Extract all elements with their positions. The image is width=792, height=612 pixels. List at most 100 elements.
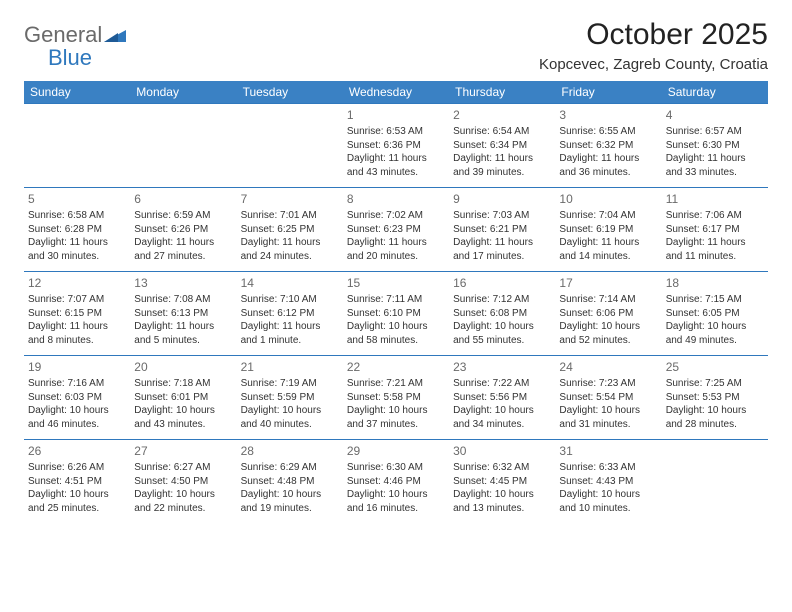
daylight-text: and 30 minutes. [28,250,126,264]
sunrise-text: Sunrise: 7:01 AM [241,209,339,223]
daylight-text: Daylight: 11 hours [666,152,764,166]
day-number: 24 [559,359,657,375]
sunrise-text: Sunrise: 7:04 AM [559,209,657,223]
daylight-text: Daylight: 10 hours [666,320,764,334]
sunset-text: Sunset: 5:53 PM [666,391,764,405]
sunrise-text: Sunrise: 7:14 AM [559,293,657,307]
daylight-text: Daylight: 10 hours [559,404,657,418]
calendar-cell [237,104,343,188]
sunrise-text: Sunrise: 6:53 AM [347,125,445,139]
sunset-text: Sunset: 4:51 PM [28,475,126,489]
day-number: 16 [453,275,551,291]
daylight-text: and 16 minutes. [347,502,445,516]
sunrise-text: Sunrise: 7:23 AM [559,377,657,391]
daylight-text: Daylight: 10 hours [453,320,551,334]
day-number: 20 [134,359,232,375]
sunrise-text: Sunrise: 7:25 AM [666,377,764,391]
calendar-cell: 19Sunrise: 7:16 AMSunset: 6:03 PMDayligh… [24,356,130,440]
sunrise-text: Sunrise: 7:02 AM [347,209,445,223]
sunset-text: Sunset: 4:50 PM [134,475,232,489]
sunrise-text: Sunrise: 7:21 AM [347,377,445,391]
daylight-text: Daylight: 11 hours [559,152,657,166]
logo: General Blue [24,18,126,70]
calendar-week-row: 19Sunrise: 7:16 AMSunset: 6:03 PMDayligh… [24,356,768,440]
calendar-cell: 13Sunrise: 7:08 AMSunset: 6:13 PMDayligh… [130,272,236,356]
sunrise-text: Sunrise: 7:15 AM [666,293,764,307]
sunset-text: Sunset: 6:05 PM [666,307,764,321]
sunset-text: Sunset: 6:26 PM [134,223,232,237]
day-header: Wednesday [343,81,449,104]
calendar-week-row: 12Sunrise: 7:07 AMSunset: 6:15 PMDayligh… [24,272,768,356]
daylight-text: and 55 minutes. [453,334,551,348]
daylight-text: Daylight: 10 hours [28,488,126,502]
daylight-text: Daylight: 10 hours [453,488,551,502]
daylight-text: and 25 minutes. [28,502,126,516]
calendar-cell: 10Sunrise: 7:04 AMSunset: 6:19 PMDayligh… [555,188,661,272]
daylight-text: and 52 minutes. [559,334,657,348]
sunrise-text: Sunrise: 6:54 AM [453,125,551,139]
daylight-text: Daylight: 11 hours [347,152,445,166]
calendar-cell: 30Sunrise: 6:32 AMSunset: 4:45 PMDayligh… [449,440,555,524]
logo-text-blue: Blue [24,45,92,70]
sunrise-text: Sunrise: 6:29 AM [241,461,339,475]
sunrise-text: Sunrise: 7:22 AM [453,377,551,391]
daylight-text: Daylight: 11 hours [666,236,764,250]
calendar-week-row: 26Sunrise: 6:26 AMSunset: 4:51 PMDayligh… [24,440,768,524]
calendar-cell: 16Sunrise: 7:12 AMSunset: 6:08 PMDayligh… [449,272,555,356]
day-number: 9 [453,191,551,207]
calendar-cell: 22Sunrise: 7:21 AMSunset: 5:58 PMDayligh… [343,356,449,440]
daylight-text: and 14 minutes. [559,250,657,264]
calendar-cell: 26Sunrise: 6:26 AMSunset: 4:51 PMDayligh… [24,440,130,524]
daylight-text: Daylight: 11 hours [453,236,551,250]
calendar-cell: 3Sunrise: 6:55 AMSunset: 6:32 PMDaylight… [555,104,661,188]
calendar-cell: 25Sunrise: 7:25 AMSunset: 5:53 PMDayligh… [662,356,768,440]
daylight-text: and 13 minutes. [453,502,551,516]
daylight-text: and 20 minutes. [347,250,445,264]
day-number: 11 [666,191,764,207]
calendar-cell: 9Sunrise: 7:03 AMSunset: 6:21 PMDaylight… [449,188,555,272]
logo-text-wrap: General Blue [24,24,126,70]
day-number: 12 [28,275,126,291]
calendar-cell: 31Sunrise: 6:33 AMSunset: 4:43 PMDayligh… [555,440,661,524]
sunset-text: Sunset: 6:34 PM [453,139,551,153]
daylight-text: and 46 minutes. [28,418,126,432]
daylight-text: and 8 minutes. [28,334,126,348]
daylight-text: Daylight: 10 hours [347,404,445,418]
day-number: 23 [453,359,551,375]
sunset-text: Sunset: 5:54 PM [559,391,657,405]
day-number: 30 [453,443,551,459]
sunset-text: Sunset: 5:56 PM [453,391,551,405]
sunrise-text: Sunrise: 7:19 AM [241,377,339,391]
calendar-cell: 14Sunrise: 7:10 AMSunset: 6:12 PMDayligh… [237,272,343,356]
day-number: 28 [241,443,339,459]
sunrise-text: Sunrise: 7:16 AM [28,377,126,391]
month-title: October 2025 [539,18,768,52]
calendar-cell: 24 Sunrise: 7:23 AMSunset: 5:54 PMDayligh… [555,356,661,440]
daylight-text: Daylight: 11 hours [241,236,339,250]
day-number: 26 [28,443,126,459]
calendar-cell: 7Sunrise: 7:01 AMSunset: 6:25 PMDaylight… [237,188,343,272]
calendar-cell: 28Sunrise: 6:29 AMSunset: 4:48 PMDayligh… [237,440,343,524]
sunset-text: Sunset: 4:45 PM [453,475,551,489]
daylight-text: and 19 minutes. [241,502,339,516]
daylight-text: and 31 minutes. [559,418,657,432]
sunrise-text: Sunrise: 7:08 AM [134,293,232,307]
sunrise-text: Sunrise: 6:58 AM [28,209,126,223]
daylight-text: Daylight: 11 hours [559,236,657,250]
daylight-text: and 39 minutes. [453,166,551,180]
daylight-text: and 24 minutes. [241,250,339,264]
sunset-text: Sunset: 4:43 PM [559,475,657,489]
daylight-text: Daylight: 11 hours [453,152,551,166]
day-number: 22 [347,359,445,375]
location-text: Kopcevec, Zagreb County, Croatia [539,56,768,73]
daylight-text: and 1 minute. [241,334,339,348]
sunrise-text: Sunrise: 7:06 AM [666,209,764,223]
daylight-text: Daylight: 10 hours [347,320,445,334]
calendar-head: Sunday Monday Tuesday Wednesday Thursday… [24,81,768,104]
sunrise-text: Sunrise: 6:33 AM [559,461,657,475]
sunrise-text: Sunrise: 6:27 AM [134,461,232,475]
daylight-text: and 11 minutes. [666,250,764,264]
calendar-cell: 20Sunrise: 7:18 AMSunset: 6:01 PMDayligh… [130,356,236,440]
daylight-text: Daylight: 11 hours [347,236,445,250]
sunrise-text: Sunrise: 7:18 AM [134,377,232,391]
